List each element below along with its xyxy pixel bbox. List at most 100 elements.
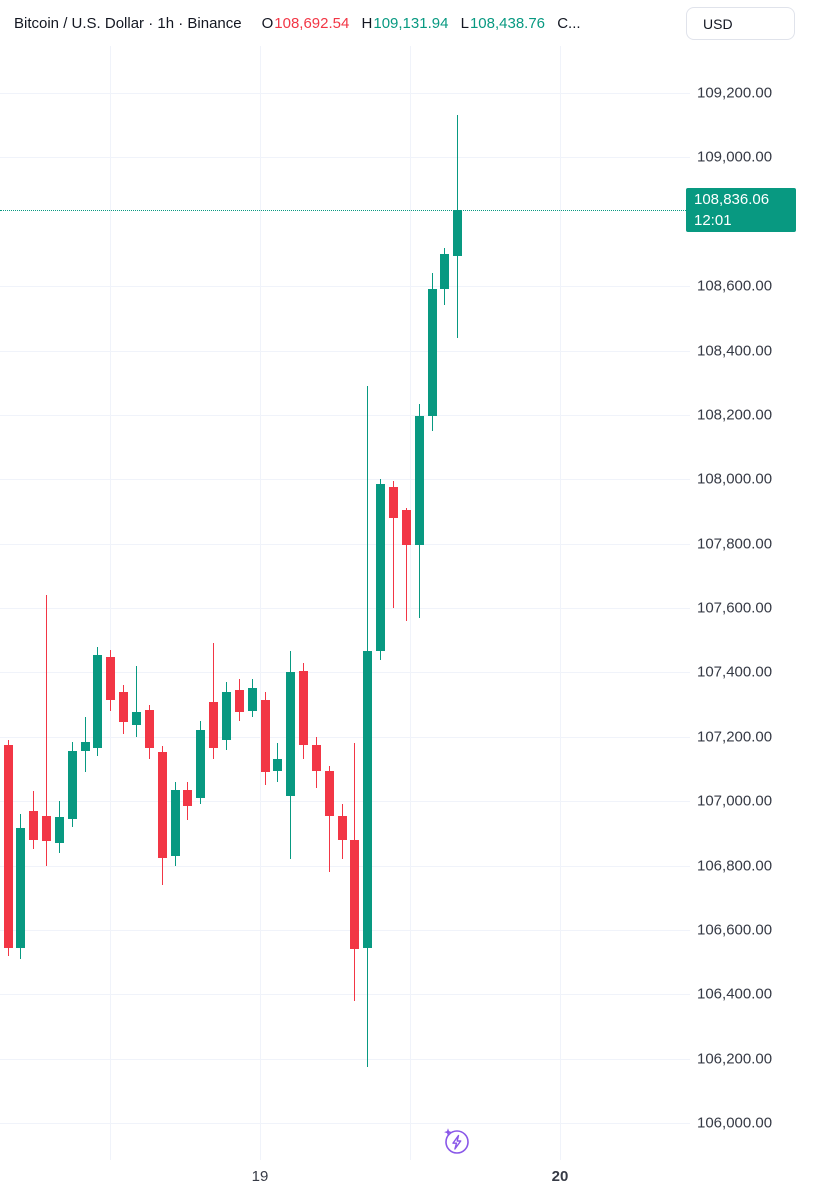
current-price-badge: 108,836.06 12:01: [686, 188, 796, 233]
candle-body: [337, 815, 347, 840]
price-axis-label: 106,200.00: [697, 1050, 773, 1068]
candle-wick: [405, 508, 407, 621]
candle-body: [350, 839, 360, 950]
candle-body: [286, 672, 296, 797]
gridline-horizontal: [0, 350, 690, 352]
candle-body: [42, 815, 52, 842]
price-axis-label: 108,600.00: [697, 277, 773, 295]
gridline-horizontal: [0, 994, 690, 996]
gridline-horizontal: [0, 479, 690, 481]
lightning-icon[interactable]: [441, 1126, 471, 1156]
lightning-icon-svg: [444, 1128, 469, 1154]
candle-body: [427, 289, 437, 417]
open-label: O: [261, 14, 274, 32]
time-axis[interactable]: 19 20: [0, 1160, 813, 1200]
candle-wick: [393, 480, 394, 608]
candle-body: [29, 810, 39, 840]
close-label: C: [557, 14, 569, 32]
candle-body: [311, 744, 321, 771]
candle-body: [453, 210, 463, 257]
price-axis-label: 109,200.00: [697, 84, 773, 102]
gridline-vertical: [110, 46, 111, 1160]
ohlc-readout: O108,692.54 H109,131.94 L108,438.76 C...: [254, 15, 581, 32]
price-axis[interactable]: 108,836.06 12:01 109,200.00 109,000.00 108…: [686, 0, 813, 1160]
time-label-day19: 19: [251, 1168, 269, 1185]
price-axis-label: 106,600.00: [697, 921, 773, 939]
gridline-horizontal: [0, 1123, 690, 1124]
currency-toggle-button[interactable]: USD: [686, 7, 795, 40]
candle-body: [363, 651, 373, 948]
candle-body: [209, 702, 219, 748]
symbol-legend[interactable]: Bitcoin / U.S. Dollar · 1h · Binance O10…: [14, 15, 581, 32]
price-axis-label: 107,800.00: [697, 535, 773, 553]
price-axis-label: 106,800.00: [697, 857, 773, 874]
candle-body: [183, 789, 193, 806]
gridline-horizontal: [0, 929, 690, 931]
candle-body: [299, 670, 309, 745]
low-value: 108,438.76: [469, 14, 546, 32]
candle-body: [144, 710, 154, 748]
gridline-horizontal: [0, 736, 690, 738]
current-price-line: [0, 210, 690, 212]
candle-body: [247, 687, 257, 711]
price-axis-label: 108,000.00: [697, 470, 773, 488]
gridline-horizontal: [0, 543, 690, 545]
candle-body: [157, 752, 167, 859]
candle-body: [401, 509, 411, 546]
candle-body: [196, 729, 206, 798]
gridline-horizontal: [0, 608, 690, 609]
candle-body: [93, 654, 103, 749]
current-price-value: 108,836.06: [694, 191, 770, 209]
candle-body: [273, 759, 283, 771]
candle-wick: [328, 765, 330, 872]
candle-body: [234, 690, 244, 712]
candle-body: [260, 699, 270, 772]
gridline-horizontal: [0, 801, 690, 803]
candle-wick: [213, 643, 215, 760]
high-value: 109,131.94: [373, 14, 449, 32]
open-value: 108,692.54: [274, 14, 350, 32]
price-axis-label: 107,600.00: [697, 599, 773, 617]
candle-body: [106, 656, 116, 700]
candle-body: [132, 711, 141, 726]
candle-body: [54, 817, 64, 843]
candle-body: [324, 770, 334, 816]
chart-header: Bitcoin / U.S. Dollar · 1h · Binance O10…: [0, 0, 813, 46]
gridline-horizontal: [0, 672, 690, 674]
gridline-horizontal: [0, 865, 690, 867]
gridline-horizontal: [0, 1058, 690, 1060]
time-label-day20: 20: [551, 1168, 569, 1185]
gridline-horizontal: [0, 414, 690, 416]
symbol-title: Bitcoin / U.S. Dollar · 1h · Binance: [14, 14, 242, 32]
gridline-horizontal: [0, 286, 690, 288]
price-axis-label: 108,200.00: [697, 406, 773, 424]
current-price-time: 12:01: [694, 212, 732, 230]
candle-body: [389, 487, 398, 518]
candle-body: [16, 828, 26, 948]
price-axis-label: 108,400.00: [697, 342, 773, 359]
gridline-vertical: [560, 46, 561, 1160]
gridline-horizontal: [0, 93, 690, 94]
gridline-horizontal: [0, 157, 690, 159]
candle-body: [170, 790, 180, 857]
gridline-vertical: [260, 46, 261, 1160]
candle-body: [67, 751, 77, 819]
candle-wick: [136, 665, 137, 737]
candle-body: [414, 416, 424, 546]
candle-body: [3, 744, 13, 948]
low-label: L: [460, 14, 469, 32]
price-axis-label: 107,200.00: [697, 728, 773, 746]
chart-canvas[interactable]: [0, 0, 690, 1160]
candle-body: [376, 484, 386, 652]
price-axis-label: 106,000.00: [697, 1114, 773, 1132]
candle-body: [80, 741, 90, 752]
candle-body: [440, 253, 450, 290]
high-label: H: [361, 14, 373, 32]
price-axis-label: 106,400.00: [697, 985, 773, 1003]
candle-body: [119, 691, 129, 723]
price-axis-label: 109,000.00: [697, 148, 773, 166]
close-value-truncated: ...: [568, 14, 581, 32]
price-axis-label: 107,400.00: [697, 663, 773, 681]
price-axis-label: 107,000.00: [697, 792, 773, 810]
